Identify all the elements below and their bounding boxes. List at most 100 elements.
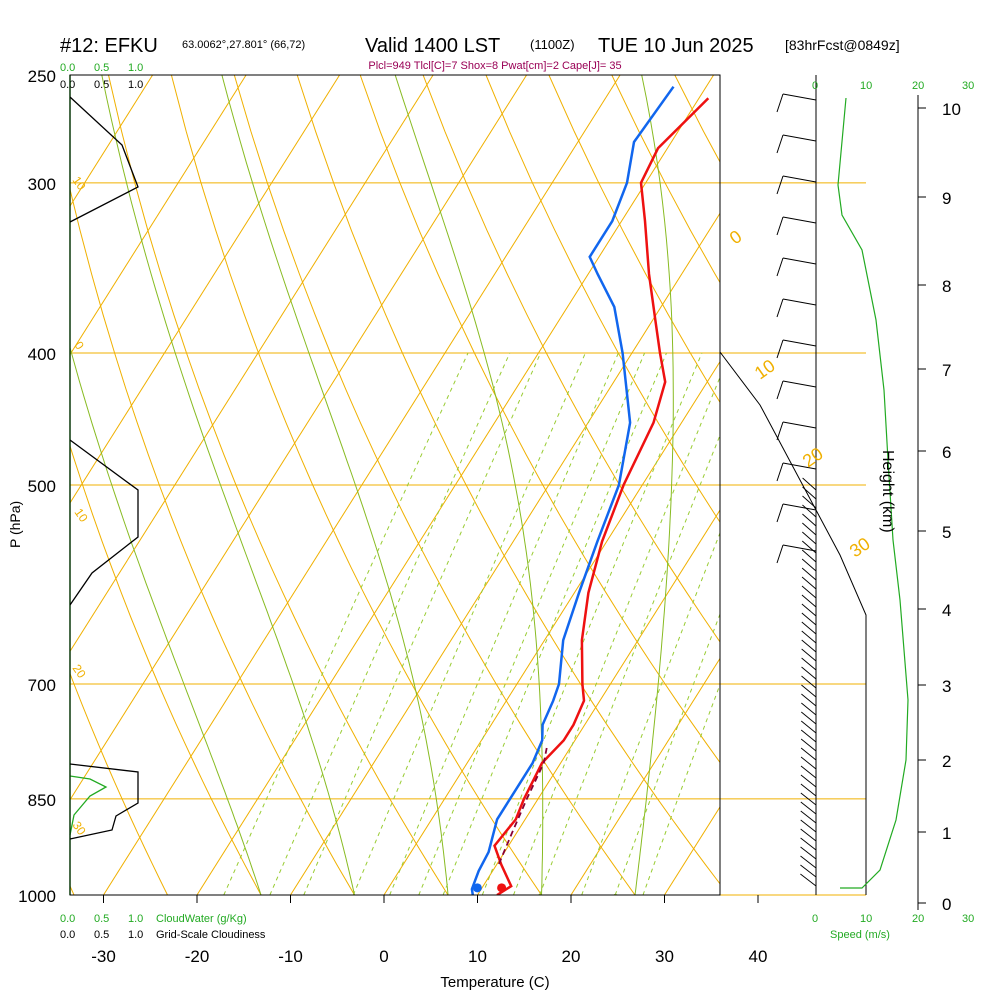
wind-barb-flag (776, 380, 784, 400)
wind-barb-column (719, 75, 909, 895)
dry-adiabat-290 (170, 75, 542, 895)
wind-barb-low (801, 648, 817, 662)
wind-barb-flag (776, 503, 784, 523)
left-isotherm-label-1: 0 (72, 339, 87, 353)
wind-barb-low (801, 666, 817, 680)
wind-barb-low (800, 801, 817, 815)
speed-bottom-30: 30 (962, 913, 974, 925)
mixing-ratio-label-12: 12 (530, 891, 549, 910)
cloud-scale-black-2: 1.0 (128, 79, 143, 91)
wind-barb-low (801, 603, 817, 617)
mixing-ratio-16 (581, 531, 720, 895)
surface-temperature-marker (497, 883, 507, 893)
cloudiness-low (69, 763, 139, 840)
speed-scale: 0 10 20 30 0 10 20 30 Speed (m/s) (812, 80, 974, 941)
wind-barb-low (801, 621, 817, 635)
wind-barb (782, 421, 817, 429)
wind-barb (782, 380, 817, 388)
wind-barb (782, 298, 817, 306)
height-tick-0: 0 (942, 895, 951, 914)
speed-bottom-20: 20 (912, 913, 924, 925)
wind-barb-low (801, 639, 817, 653)
cloud-scale-black-1: 0.5 (94, 79, 109, 91)
dry-adiabat-350 (548, 75, 720, 404)
cloud-scale-green-1-bottom: 0.5 (94, 913, 109, 925)
x-tick-10: 10 (468, 947, 487, 966)
mixing-ratio-24 (642, 683, 720, 895)
station-label: #12: EFKU (60, 35, 158, 57)
pressure-tick-500: 500 (28, 477, 56, 496)
wind-barb-low (800, 774, 817, 788)
wind-barb-low (801, 630, 817, 644)
mixing-ratio-1 (223, 352, 469, 895)
wind-barb-low (800, 837, 817, 851)
wind-barb-low (800, 756, 817, 770)
cloud-scale-green-1: 0.5 (94, 62, 109, 74)
left-isotherm-label-2: 10 (72, 506, 91, 525)
speed-top-0: 0 (812, 80, 818, 92)
forecast-label: [83hrFcst@0849z] (785, 37, 900, 53)
isotherm-label-0: 0 (726, 226, 746, 248)
wind-barb-low (802, 522, 817, 536)
height-axis-label: Height (km) (879, 450, 896, 533)
wind-barb-low (800, 738, 817, 752)
dewpoint-curve (470, 85, 675, 895)
mixing-ratio-10 (513, 375, 720, 895)
mixing-ratio-lines: 1 2 3 5 8 12 20 (223, 352, 720, 910)
wind-profile-outline (719, 351, 867, 895)
mixing-ratio-5 (418, 352, 646, 895)
wind-barb-low (800, 765, 817, 779)
wind-barb-flag (776, 93, 784, 113)
mixing-ratio-8 (481, 352, 703, 895)
wind-barb (782, 175, 817, 183)
wind-barb-low (801, 558, 817, 572)
height-tick-5: 5 (942, 523, 951, 542)
height-tick-7: 7 (942, 361, 951, 380)
wind-barb-low (800, 873, 817, 887)
isotherm--50 (70, 75, 434, 653)
wind-barb-low (800, 864, 817, 878)
wind-barb-low (801, 567, 817, 581)
wind-barb-flag (776, 544, 784, 564)
pressure-ticks: 250 300 400 500 700 850 1000 (18, 67, 56, 906)
isotherm-0 (383, 360, 720, 895)
wind-barb (782, 216, 817, 224)
dry-adiabat-250 (70, 672, 168, 895)
speed-axis-label: Speed (m/s) (830, 929, 890, 941)
y-axis-label: P (hPa) (7, 501, 23, 548)
wind-barb-low (800, 855, 817, 869)
height-ticks: 0 1 2 3 4 5 6 7 8 9 10 (918, 100, 961, 914)
plot-frame (69, 74, 721, 896)
height-tick-2: 2 (942, 752, 951, 771)
x-tick--20: -20 (185, 947, 210, 966)
mixing-ratio-20 (614, 612, 720, 895)
pressure-tick-250: 250 (28, 67, 56, 86)
pressure-tick-300: 300 (28, 175, 56, 194)
x-tick-30: 30 (655, 947, 674, 966)
speed-top-20: 20 (912, 80, 924, 92)
wind-barb-low (801, 594, 817, 608)
moist-adiabat-270 (101, 75, 355, 895)
wind-barb-flag (776, 421, 784, 441)
wind-barbs (776, 93, 817, 887)
wind-barb-low (800, 810, 817, 824)
wind-barb-low (801, 675, 817, 689)
wind-barb-flag (776, 175, 784, 195)
x-tick-20: 20 (562, 947, 581, 966)
cloud-scale-green-2: 1.0 (128, 62, 143, 74)
moist-adiabat-330 (916, 75, 1000, 895)
wind-barb-flag (776, 257, 784, 277)
cloud-scale-black-0: 0.0 (60, 79, 75, 91)
isotherm-20 (570, 657, 720, 895)
wind-barb-low (800, 819, 817, 833)
cloud-scale-black-0-bottom: 0.0 (60, 929, 75, 941)
wind-barb-low (800, 783, 817, 797)
speed-top-10: 10 (860, 80, 872, 92)
height-tick-3: 3 (942, 677, 951, 696)
dry-adiabats (70, 75, 1000, 895)
isotherms (70, 75, 720, 895)
dry-adiabat-330 (422, 75, 720, 643)
wind-barb-low (802, 513, 817, 527)
coords-label: 63.0062°,27.801° (66,72) (182, 39, 305, 51)
